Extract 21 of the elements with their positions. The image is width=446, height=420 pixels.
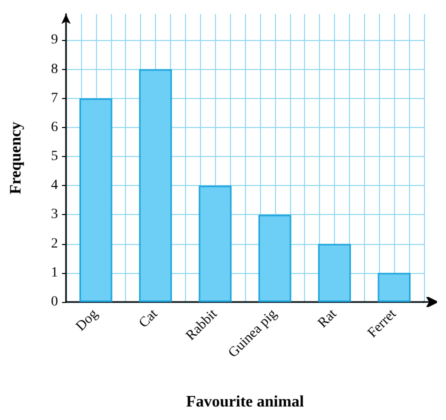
x-axis-title: Favourite animal: [186, 394, 304, 410]
y-tick-label: 5: [51, 149, 58, 164]
y-tick-label: 8: [51, 62, 58, 77]
bar: [79, 98, 112, 302]
bar: [139, 69, 172, 302]
y-tick-label: 1: [51, 265, 58, 280]
y-tick-label: 0: [51, 294, 58, 310]
bar: [378, 272, 411, 302]
y-tick-label: 3: [51, 207, 58, 222]
y-axis-title: Frequency: [8, 122, 24, 194]
bar: [318, 244, 351, 302]
bar: [198, 186, 232, 302]
y-tick-label: 7: [51, 90, 58, 106]
x-tick-label: Rat: [315, 306, 340, 332]
x-tick-label: Dog: [73, 306, 102, 334]
y-tick-label: 9: [51, 32, 58, 48]
y-tick-label: 2: [51, 236, 58, 252]
x-tick-label: Cat: [136, 306, 161, 332]
y-tick-label: 4: [51, 178, 58, 194]
y-tick-label: 6: [51, 120, 58, 135]
bar: [258, 214, 292, 302]
